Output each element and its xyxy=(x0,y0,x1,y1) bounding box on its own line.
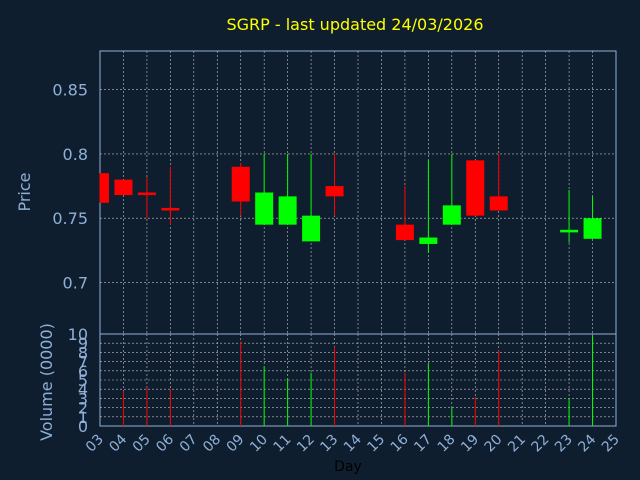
x-tick-label: 08 xyxy=(200,432,224,456)
volume-tick-label: 1 xyxy=(78,408,88,427)
candle-body xyxy=(489,196,508,211)
candle-09 xyxy=(231,162,250,216)
volume-tick-label: 3 xyxy=(78,389,88,408)
volume-tick-label: 5 xyxy=(78,371,88,390)
volume-tick-label: 6 xyxy=(78,362,88,381)
candle-10 xyxy=(255,153,274,225)
candle-body xyxy=(278,196,297,225)
x-tick-label: 13 xyxy=(317,432,341,456)
candle-03 xyxy=(99,173,109,203)
x-axis-label: Day xyxy=(334,459,362,475)
x-tick-label: 09 xyxy=(224,432,248,456)
candle-06 xyxy=(161,166,180,225)
x-tick-label: 06 xyxy=(153,431,177,455)
x-tick-label: 16 xyxy=(388,431,412,455)
x-ticks: 03 04 05 06 07 08 09 10 11 12 13 14 15 16 17 18 19 20 21 22… xyxy=(83,431,623,455)
candle-body xyxy=(302,215,321,242)
x-tick-label: 22 xyxy=(529,432,553,456)
chart-title: SGRP - last updated 24/03/2026 xyxy=(226,15,483,34)
x-tick-label: 19 xyxy=(458,432,482,456)
x-tick-label: 10 xyxy=(247,432,271,456)
candle-body xyxy=(560,229,579,233)
price-axis-label: Price xyxy=(15,172,34,211)
volume-tick-label: 4 xyxy=(78,380,88,399)
x-tick-label: 12 xyxy=(294,432,318,456)
volume-tick-label: 10 xyxy=(68,325,88,344)
candle-body xyxy=(161,207,180,211)
candle-19 xyxy=(466,160,485,216)
x-tick-label: 20 xyxy=(482,432,506,456)
candle-24 xyxy=(583,196,602,239)
x-tick-label: 15 xyxy=(364,432,388,456)
x-tick-label: 14 xyxy=(341,431,365,455)
candle-04 xyxy=(114,179,133,196)
x-tick-label: 07 xyxy=(177,432,201,456)
candle-16 xyxy=(395,186,414,241)
candle-body xyxy=(583,218,602,239)
candle-18 xyxy=(442,153,461,225)
candle-17 xyxy=(419,160,438,253)
x-tick-label: 25 xyxy=(599,432,623,456)
price-tick-label: 0.85 xyxy=(52,81,88,100)
price-tick-label: 0.7 xyxy=(63,274,88,293)
volume-bars xyxy=(122,335,594,426)
candle-body xyxy=(137,192,156,196)
volume-tick-label: 8 xyxy=(78,343,88,362)
candle-05 xyxy=(137,177,156,219)
x-tick-label: 21 xyxy=(505,432,529,456)
candle-body xyxy=(255,192,274,225)
volume-tick-label: 2 xyxy=(78,399,88,418)
volume-axis-label: Volume (0000) xyxy=(37,323,56,441)
volume-grid xyxy=(100,334,616,426)
candle-12 xyxy=(302,153,321,242)
candle-body xyxy=(114,179,133,196)
x-tick-label: 17 xyxy=(411,432,435,456)
x-tick-label: 18 xyxy=(435,432,459,456)
candle-body xyxy=(395,224,414,241)
candle-23 xyxy=(560,189,579,243)
candle-body xyxy=(466,160,485,216)
candle-body xyxy=(442,205,461,225)
candle-body xyxy=(325,186,344,197)
x-tick-label: 24 xyxy=(575,431,599,455)
candle-body xyxy=(100,173,109,203)
price-tick-label: 0.8 xyxy=(63,145,88,164)
candle-body xyxy=(419,237,438,244)
volume-tick-label: 9 xyxy=(78,334,88,353)
price-grid xyxy=(100,51,616,334)
price-y-ticks: 0.85 0.8 0.75 0.7 xyxy=(52,81,88,293)
x-tick-label: 11 xyxy=(271,432,295,456)
x-tick-label: 05 xyxy=(130,432,154,456)
candle-body xyxy=(231,166,250,202)
x-tick-label: 23 xyxy=(552,432,576,456)
x-tick-label: 04 xyxy=(106,431,130,455)
candles xyxy=(99,153,602,253)
candle-20 xyxy=(489,153,508,211)
candle-11 xyxy=(278,153,297,225)
price-tick-label: 0.75 xyxy=(52,209,88,228)
candle-13 xyxy=(325,153,344,216)
volume-tick-label: 7 xyxy=(78,353,88,372)
volume-tick-label: 0 xyxy=(78,417,88,436)
